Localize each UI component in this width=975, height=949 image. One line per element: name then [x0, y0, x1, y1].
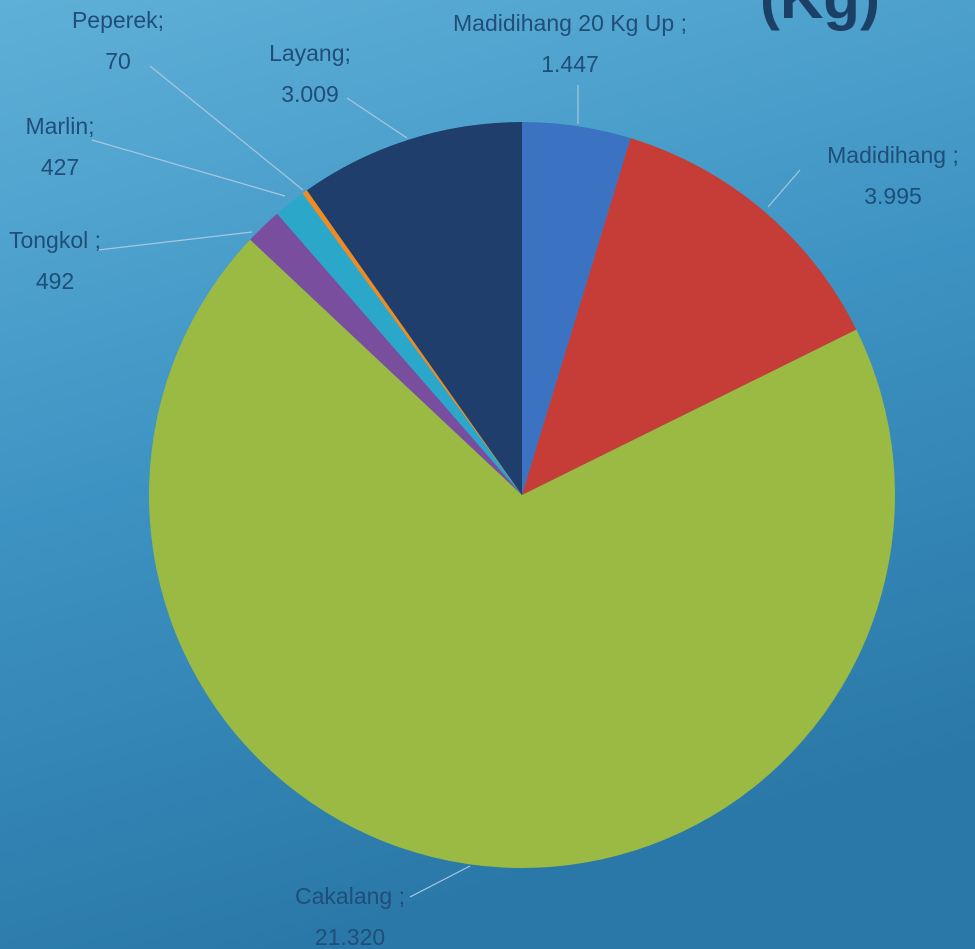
label-name: Tongkol ;	[9, 227, 101, 253]
label-value: 1.447	[541, 51, 599, 77]
label-value: 427	[41, 154, 79, 180]
label-name: Peperek;	[72, 7, 164, 33]
chart-title: (Kg)	[760, 0, 880, 31]
chart: (Kg) Madidihang 20 Kg Up ; 1.447 Madidihan…	[0, 0, 975, 949]
label-name: Cakalang ;	[295, 883, 405, 909]
label-value: 3.009	[281, 81, 339, 107]
label-name: Layang;	[269, 40, 351, 66]
label-name: Madidihang 20 Kg Up ;	[453, 10, 687, 36]
label-name: Marlin;	[25, 113, 94, 139]
label-value: 3.995	[864, 183, 922, 209]
label-name: Madidihang ;	[827, 142, 959, 168]
label-value: 492	[36, 268, 74, 294]
label-value: 21.320	[315, 924, 385, 949]
label-value: 70	[105, 48, 131, 74]
